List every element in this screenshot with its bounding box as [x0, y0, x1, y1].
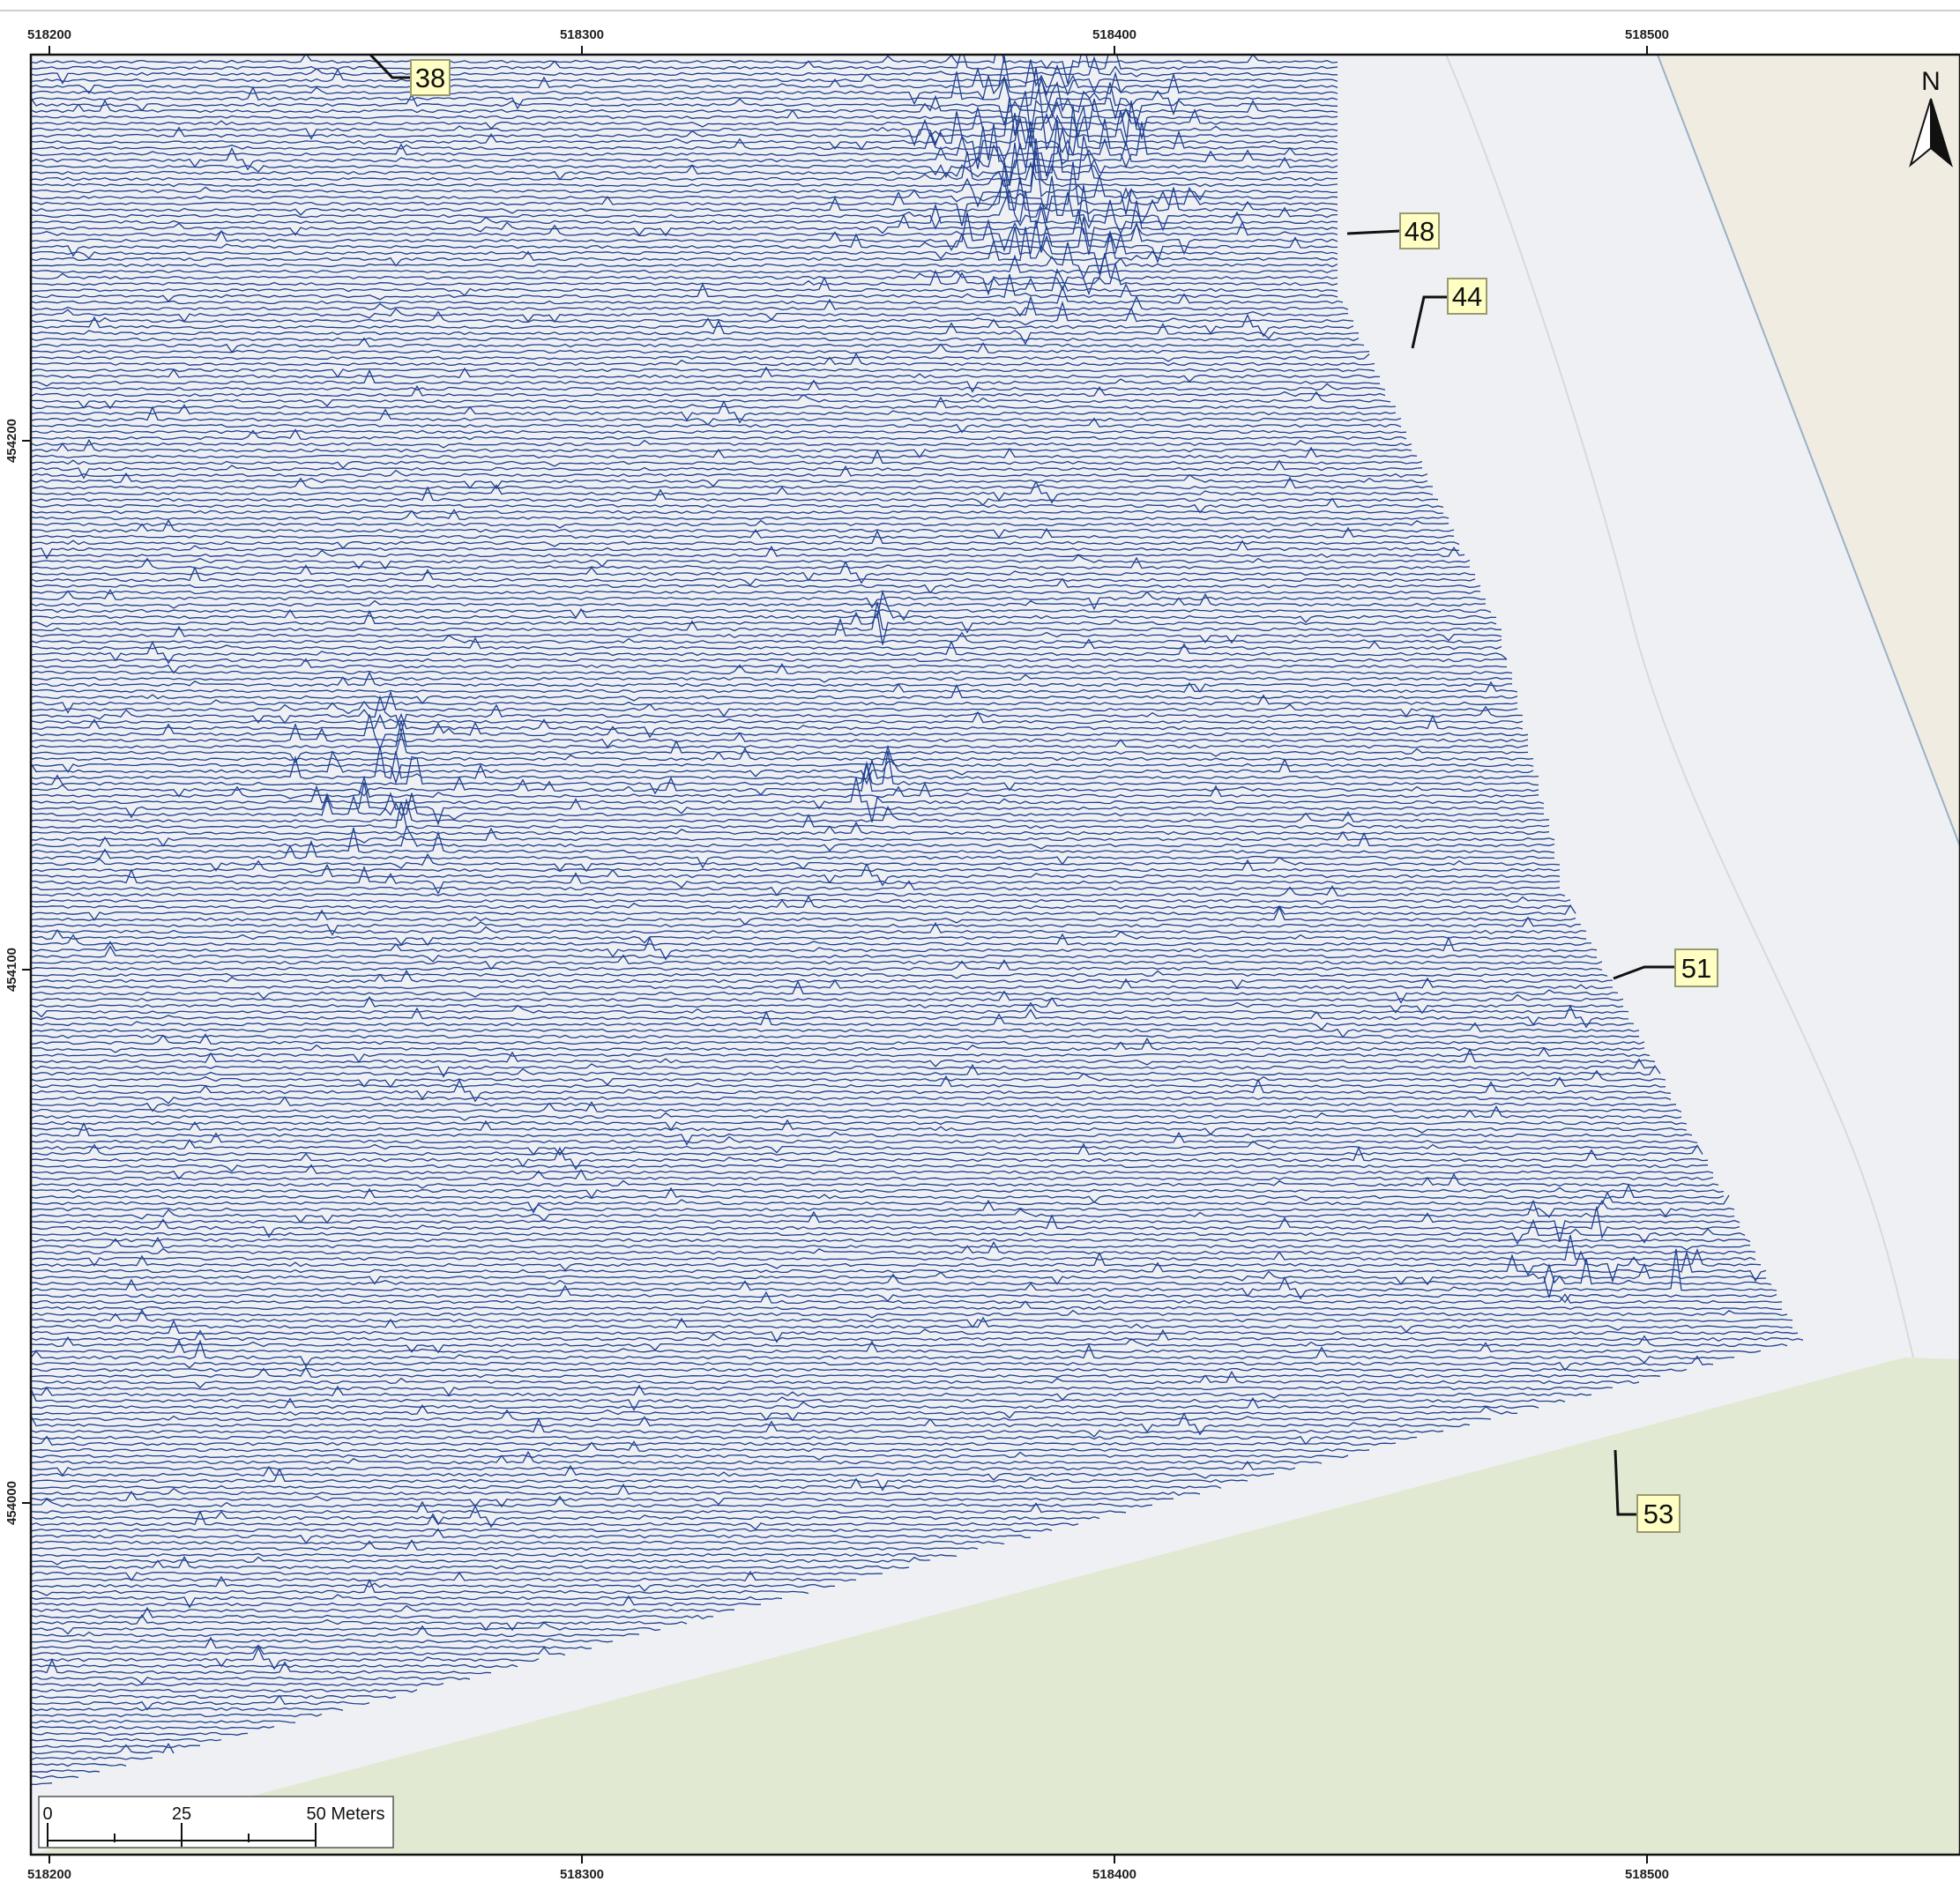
- scale-end-label: 50 Meters: [307, 1804, 385, 1824]
- scale-tick-0: 0: [42, 1804, 52, 1824]
- anomaly-label-44[interactable]: 44: [1411, 278, 1487, 349]
- anomaly-label-48-text: 48: [1405, 216, 1435, 247]
- grid-ticks: [22, 46, 1648, 1863]
- anomaly-label-44-text: 44: [1452, 281, 1482, 312]
- scale-tick-25: 25: [172, 1804, 191, 1824]
- grid-label-bottom-3: 518400: [1092, 1867, 1137, 1882]
- grid-label-bottom-2: 518300: [560, 1867, 604, 1882]
- grid-label-bottom-1: 518200: [27, 1867, 71, 1882]
- anomaly-label-38[interactable]: 38: [369, 53, 451, 96]
- grid-label-top-3: 518400: [1092, 27, 1137, 42]
- grid-label-left-1: 454200: [4, 419, 19, 463]
- survey-traces: [31, 55, 1804, 1786]
- grid-label-left-3: 454000: [4, 1481, 19, 1525]
- grid-label-bottom-4: 518500: [1625, 1867, 1669, 1882]
- grass-area: [31, 1358, 1960, 1855]
- map-border: [29, 53, 1960, 1856]
- anomaly-label-53-text: 53: [1643, 1499, 1673, 1529]
- north-arrow-icon: N: [1909, 67, 1953, 167]
- anomaly-label-51-text: 51: [1681, 953, 1711, 984]
- grid-label-left-2: 454100: [4, 948, 19, 992]
- north-arrow-letter: N: [1921, 67, 1941, 96]
- grid-label-top-2: 518300: [560, 27, 604, 42]
- road-edge: [1657, 55, 1960, 847]
- faint-track: [1445, 55, 1914, 1358]
- grid-label-top-1: 518200: [27, 27, 71, 42]
- grid-label-top-4: 518500: [1625, 27, 1669, 42]
- anomaly-label-48[interactable]: 48: [1346, 212, 1440, 249]
- anomaly-label-53[interactable]: 53: [1613, 1449, 1681, 1533]
- anomaly-label-38-text: 38: [415, 63, 445, 93]
- anomaly-label-51[interactable]: 51: [1613, 948, 1718, 987]
- scale-bar: 0 25 50 Meters: [38, 1796, 394, 1849]
